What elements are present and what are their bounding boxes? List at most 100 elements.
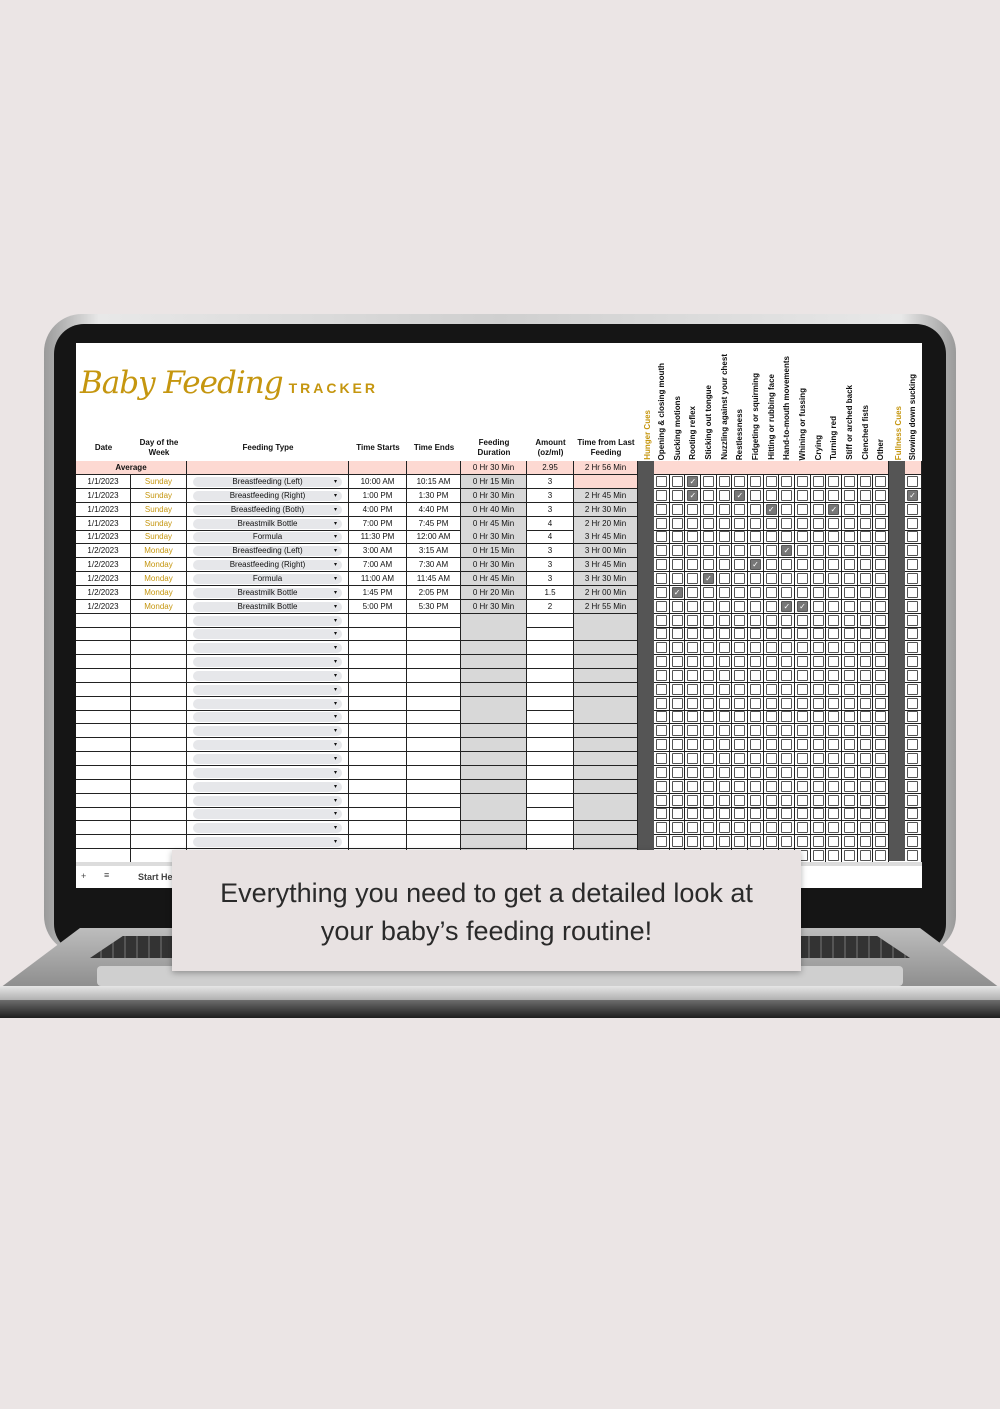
cell-end[interactable]: 11:45 AM <box>407 571 461 586</box>
cell-start[interactable] <box>349 696 407 711</box>
checkbox[interactable] <box>844 545 856 557</box>
checkbox[interactable] <box>718 794 730 806</box>
checkbox[interactable] <box>797 836 809 848</box>
cell-start[interactable]: 1:45 PM <box>349 585 407 600</box>
checkbox[interactable] <box>875 656 887 668</box>
checkbox[interactable] <box>859 531 871 543</box>
cell-end[interactable]: 2:05 PM <box>407 585 461 600</box>
checkbox[interactable] <box>765 517 777 529</box>
cell-amount[interactable]: 4 <box>527 516 574 531</box>
checkbox[interactable] <box>907 503 918 515</box>
checkbox[interactable] <box>656 600 667 612</box>
cell-date[interactable] <box>76 682 131 697</box>
cell-end[interactable] <box>407 696 461 711</box>
checkbox[interactable] <box>703 531 714 543</box>
checkbox[interactable] <box>907 753 918 764</box>
checkbox[interactable] <box>781 808 793 820</box>
feeding-type-dropdown[interactable]: ▾ <box>193 657 342 668</box>
checkbox[interactable] <box>671 725 683 737</box>
chevron-down-icon[interactable]: ▾ <box>333 714 337 721</box>
checkbox[interactable] <box>828 572 840 584</box>
checkbox[interactable] <box>781 725 793 737</box>
checkbox[interactable] <box>859 669 871 681</box>
cell-start[interactable]: 7:00 AM <box>349 558 407 573</box>
checkbox[interactable] <box>703 628 714 640</box>
chevron-down-icon[interactable]: ▾ <box>333 645 337 652</box>
checkbox[interactable] <box>671 683 683 695</box>
cell-date[interactable] <box>76 724 131 739</box>
checkbox[interactable] <box>828 614 840 626</box>
checkbox[interactable] <box>797 683 809 695</box>
checkbox[interactable] <box>812 808 824 820</box>
feeding-type-dropdown[interactable]: ▾ <box>193 740 342 751</box>
checkbox[interactable] <box>844 503 856 515</box>
checkbox[interactable] <box>687 725 699 737</box>
cell-end[interactable] <box>407 779 461 794</box>
checkbox[interactable] <box>750 822 762 834</box>
checkbox[interactable] <box>844 766 856 778</box>
checkbox[interactable] <box>828 808 840 820</box>
checkbox[interactable] <box>859 614 871 626</box>
checkbox[interactable] <box>875 517 887 529</box>
checkbox[interactable] <box>812 559 824 571</box>
checkbox[interactable] <box>765 753 777 764</box>
chevron-down-icon[interactable]: ▾ <box>333 769 337 776</box>
cell-type[interactable]: ▾ <box>187 655 349 670</box>
checkbox[interactable] <box>859 476 871 487</box>
checkbox[interactable] <box>765 711 777 723</box>
checkbox[interactable] <box>797 489 809 501</box>
checkbox[interactable] <box>812 600 824 612</box>
checkbox[interactable] <box>656 586 667 598</box>
cell-end[interactable] <box>407 655 461 670</box>
checkbox[interactable] <box>781 572 793 584</box>
checkbox[interactable] <box>828 600 840 612</box>
checkbox[interactable] <box>859 642 871 654</box>
cell-start[interactable] <box>349 807 407 822</box>
cell-amount[interactable] <box>527 655 574 670</box>
checkbox[interactable] <box>828 753 840 764</box>
cell-start[interactable]: 1:00 PM <box>349 488 407 503</box>
checkbox[interactable] <box>875 697 887 709</box>
cell-end[interactable] <box>407 752 461 766</box>
checkbox[interactable] <box>718 683 730 695</box>
checkbox[interactable] <box>734 836 746 848</box>
checkbox[interactable] <box>875 489 887 501</box>
checkbox[interactable] <box>907 822 918 834</box>
cell-end[interactable] <box>407 627 461 642</box>
checkbox[interactable] <box>687 766 699 778</box>
checkbox[interactable] <box>844 614 856 626</box>
checkbox[interactable] <box>781 711 793 723</box>
feeding-type-dropdown[interactable]: ▾ <box>193 670 342 681</box>
feeding-type-dropdown[interactable]: Breastfeeding (Left) ▾ <box>193 546 342 557</box>
checked-checkbox[interactable]: ✓ <box>797 600 809 612</box>
cell-date[interactable] <box>76 738 131 753</box>
checkbox[interactable] <box>812 669 824 681</box>
checkbox[interactable] <box>781 822 793 834</box>
checkbox[interactable] <box>844 836 856 848</box>
checkbox[interactable] <box>765 822 777 834</box>
checkbox[interactable] <box>828 739 840 751</box>
checkbox[interactable] <box>750 628 762 640</box>
cell-type[interactable]: Breastmilk Bottle ▾ <box>187 599 349 614</box>
checkbox[interactable] <box>703 600 714 612</box>
checkbox[interactable] <box>907 836 918 848</box>
checkbox[interactable] <box>812 586 824 598</box>
checkbox[interactable] <box>844 697 856 709</box>
cell-amount[interactable] <box>527 807 574 822</box>
checkbox[interactable] <box>875 711 887 723</box>
checkbox[interactable] <box>718 531 730 543</box>
checkbox[interactable] <box>812 503 824 515</box>
checkbox[interactable] <box>812 614 824 626</box>
chevron-down-icon[interactable]: ▾ <box>333 700 337 707</box>
checkbox[interactable] <box>734 642 746 654</box>
checkbox[interactable] <box>765 572 777 584</box>
cell-date[interactable] <box>76 752 131 766</box>
checkbox[interactable] <box>844 489 856 501</box>
cell-type[interactable]: Breastfeeding (Right) ▾ <box>187 488 349 503</box>
checkbox[interactable] <box>765 794 777 806</box>
feeding-type-dropdown[interactable]: Breastmilk Bottle ▾ <box>193 587 342 598</box>
chevron-down-icon[interactable]: ▾ <box>333 589 337 596</box>
checkbox[interactable] <box>734 545 746 557</box>
cell-start[interactable] <box>349 682 407 697</box>
cell-start[interactable] <box>349 655 407 670</box>
